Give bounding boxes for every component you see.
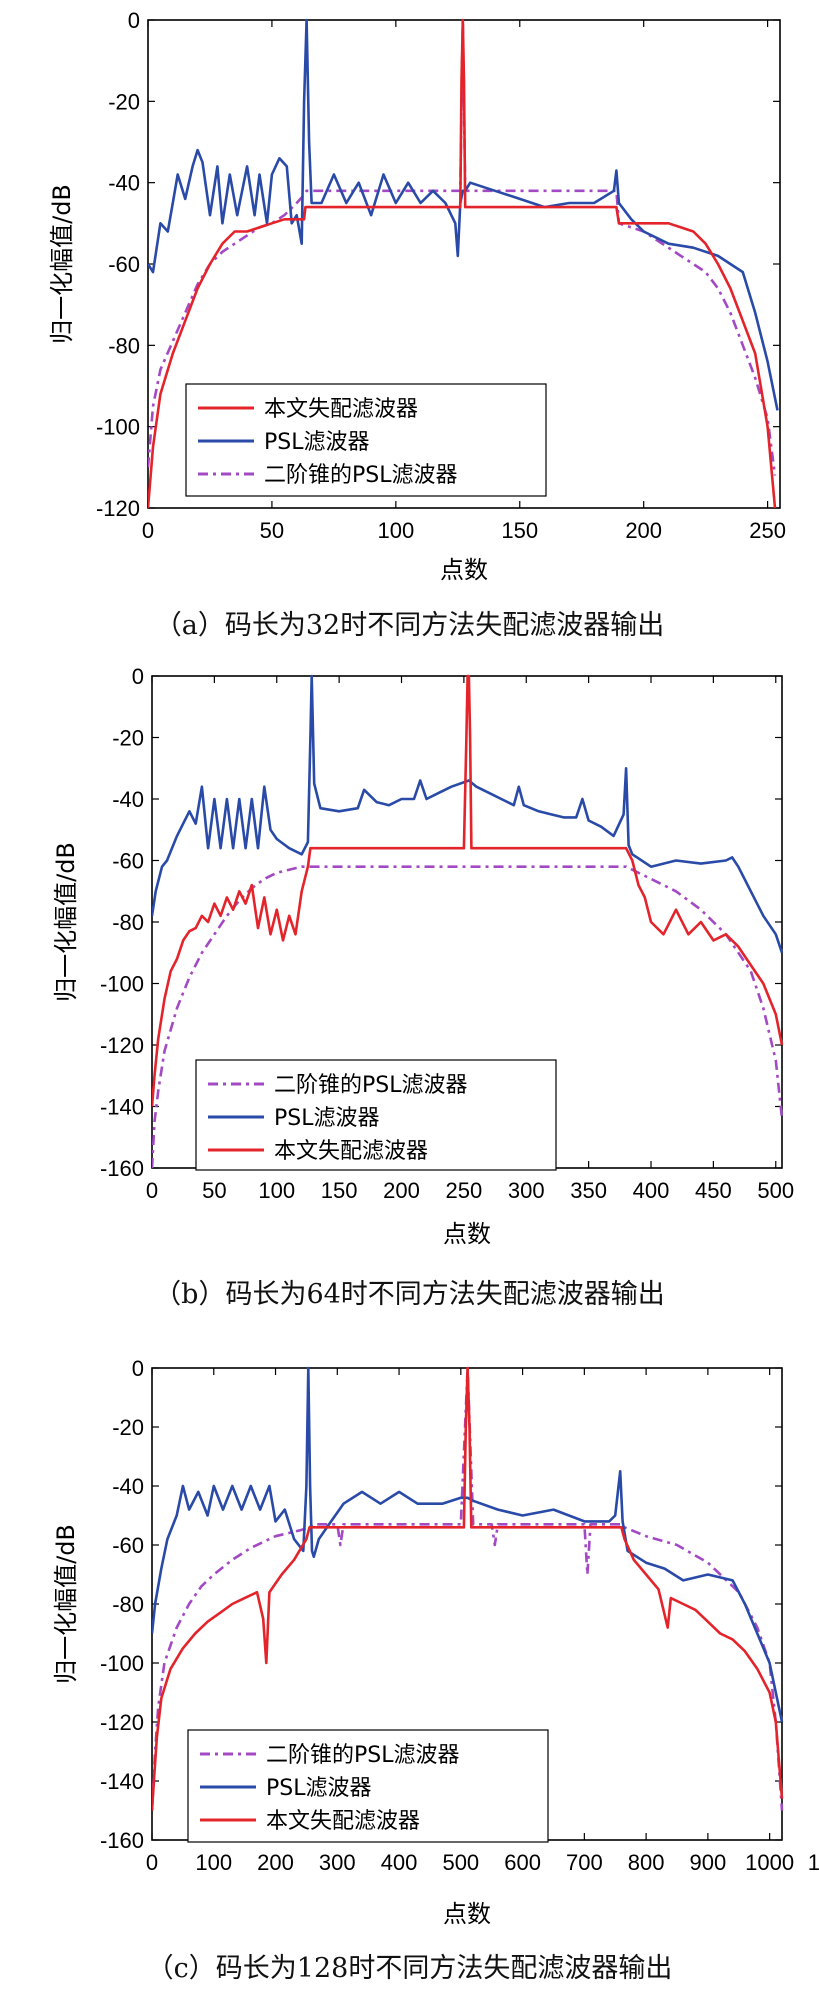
x-tick-label: 1000 (745, 1850, 794, 1875)
x-tick-label: 150 (501, 518, 538, 543)
y-axis-label: 归一化幅值/dB (52, 1524, 80, 1684)
x-axis-label: 点数 (440, 556, 488, 584)
series-group (148, 18, 779, 509)
y-tick-label: -40 (112, 1474, 144, 1499)
y-tick-label: -40 (108, 171, 140, 196)
x-tick-label: 300 (319, 1850, 356, 1875)
y-tick-label: 0 (132, 1356, 144, 1381)
legend-label: 本文失配滤波器 (264, 397, 418, 422)
y-tick-label: -20 (112, 726, 144, 751)
series-group (152, 1366, 784, 1811)
y-tick-label: -100 (96, 415, 140, 440)
y-tick-label: -120 (100, 1033, 144, 1058)
x-tick-label: 450 (695, 1178, 732, 1203)
legend-label: 二阶锥的PSL滤波器 (266, 1743, 460, 1768)
x-axis-label: 点数 (443, 1220, 491, 1248)
caption-c: （c）码长为128时不同方法失配滤波器输出 (146, 1953, 673, 1984)
legend-label: 本文失配滤波器 (274, 1139, 428, 1164)
series-line-blue (148, 18, 779, 411)
chart-panel-a: 0 -20 -40 -60 -80 -100 -120 0 50 100 150 200 250 点数 归一… (0, 0, 819, 660)
series-group (152, 674, 784, 1169)
x-tick-label: 500 (442, 1850, 479, 1875)
x-tick-label: 150 (321, 1178, 358, 1203)
y-tick-label: -160 (100, 1156, 144, 1181)
legend-label: 二阶锥的PSL滤波器 (274, 1073, 468, 1098)
y-tick-label: -80 (108, 333, 140, 358)
x-tick-label: 400 (633, 1178, 670, 1203)
y-tick-label: -140 (100, 1769, 144, 1794)
legend-label: PSL滤波器 (264, 430, 370, 455)
x-tick-label: 250 (749, 518, 786, 543)
x-tick-label: 1100 (808, 1850, 819, 1875)
x-tick-label: 900 (690, 1850, 727, 1875)
series-line-purple (152, 865, 784, 1169)
x-tick-label: 50 (202, 1178, 226, 1203)
y-tick-label: 0 (132, 664, 144, 689)
y-tick-label: -80 (112, 1592, 144, 1617)
y-tick-label: -120 (96, 496, 140, 521)
x-tick-label: 200 (383, 1178, 420, 1203)
x-tick-label: 600 (504, 1850, 541, 1875)
legend-label: PSL滤波器 (274, 1106, 380, 1131)
y-tick-label: -160 (100, 1828, 144, 1853)
series-line-purple (152, 1366, 784, 1811)
x-tick-label: 400 (381, 1850, 418, 1875)
x-axis-label: 点数 (443, 1900, 491, 1928)
legend-box (195, 1059, 557, 1171)
x-tick-label: 0 (142, 518, 154, 543)
x-tick-label: 0 (146, 1178, 158, 1203)
series-line-red (148, 18, 777, 509)
legend-label: PSL滤波器 (266, 1776, 372, 1801)
y-axis-label: 归一化幅值/dB (52, 842, 80, 1002)
y-tick-label: -120 (100, 1710, 144, 1735)
chart-panel-b: 0 -20 -40 -60 -80 -100 -120 -140 -160 0 50 100 150 20… (0, 660, 819, 1330)
x-tick-label: 100 (377, 518, 414, 543)
x-tick-label: 700 (566, 1850, 603, 1875)
x-tick-label: 500 (757, 1178, 794, 1203)
y-tick-label: -60 (108, 252, 140, 277)
y-tick-label: -20 (108, 89, 140, 114)
x-tick-label: 0 (146, 1850, 158, 1875)
y-tick-label: -140 (100, 1095, 144, 1120)
series-line-red (152, 1366, 784, 1811)
x-tick-label: 100 (195, 1850, 232, 1875)
y-tick-label: -20 (112, 1415, 144, 1440)
y-tick-label: -100 (100, 1651, 144, 1676)
legend-label: 二阶锥的PSL滤波器 (264, 463, 458, 488)
x-tick-label: 800 (628, 1850, 665, 1875)
x-tick-label: 50 (260, 518, 284, 543)
y-tick-label: -80 (112, 910, 144, 935)
y-tick-label: -40 (112, 787, 144, 812)
series-line-blue (152, 674, 784, 954)
x-tick-label: 200 (257, 1850, 294, 1875)
x-tick-label: 200 (625, 518, 662, 543)
caption-b: （b）码长为64时不同方法失配滤波器输出 (154, 1279, 665, 1310)
y-tick-label: 0 (128, 8, 140, 33)
y-axis-label: 归一化幅值/dB (48, 184, 76, 344)
series-line-red (152, 674, 784, 1107)
caption-a: （a）码长为32时不同方法失配滤波器输出 (154, 610, 665, 641)
x-tick-label: 250 (446, 1178, 483, 1203)
legend-label: 本文失配滤波器 (266, 1809, 420, 1834)
series-line-purple (148, 18, 777, 476)
x-tick-label: 100 (258, 1178, 295, 1203)
y-tick-label: -100 (100, 972, 144, 997)
y-tick-label: -60 (112, 849, 144, 874)
x-tick-label: 300 (508, 1178, 545, 1203)
y-tick-label: -60 (112, 1533, 144, 1558)
x-tick-label: 350 (570, 1178, 607, 1203)
chart-panel-c: 0 -20 -40 -60 -80 -100 -120 -140 -160 0 100 200 300 4… (0, 1330, 819, 1994)
